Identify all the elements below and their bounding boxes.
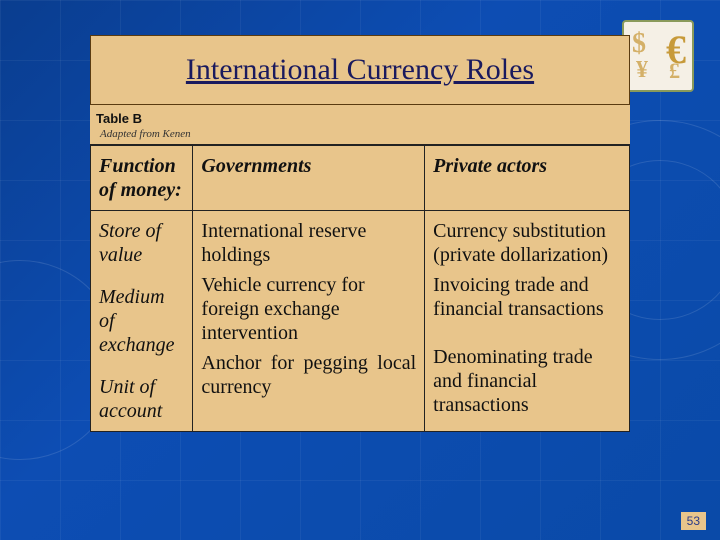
title-panel: International Currency Roles — [90, 35, 630, 105]
table-row: Store of value Medium of exchange Unit o… — [91, 211, 630, 432]
currency-icon: $ € ¥ £ — [622, 20, 694, 92]
table-panel: Table B Adapted from Kenen Function of m… — [90, 105, 630, 432]
page-title: International Currency Roles — [186, 53, 534, 87]
function-cell: Unit of account — [99, 375, 184, 423]
function-cell: Store of value — [99, 219, 184, 267]
priv-cell: Currency substitution (private dollariza… — [433, 219, 621, 267]
table-subtitle: Adapted from Kenen — [90, 126, 630, 145]
gov-cell: Vehicle currency for foreign exchange in… — [201, 273, 416, 345]
col-header-function: Function of money: — [91, 146, 193, 211]
col-header-private: Private actors — [425, 146, 630, 211]
function-cell: Medium of exchange — [99, 285, 184, 357]
col-header-governments: Governments — [193, 146, 425, 211]
pound-icon: £ — [669, 58, 680, 84]
page-number: 53 — [681, 512, 706, 530]
dollar-icon: $ — [632, 28, 646, 60]
slide-background: $ € ¥ £ International Currency Roles Tab… — [0, 0, 720, 540]
priv-cell: Denominating trade and financial transac… — [433, 345, 621, 417]
gov-cell: International reserve holdings — [201, 219, 416, 267]
gov-cell: Anchor for pegging local currency — [201, 351, 416, 399]
priv-cell: Invoicing trade and financial transactio… — [433, 273, 621, 321]
table-label: Table B — [90, 105, 630, 126]
currency-roles-table: Function of money: Governments Private a… — [90, 145, 630, 432]
yen-icon: ¥ — [636, 57, 648, 84]
table-header-row: Function of money: Governments Private a… — [91, 146, 630, 211]
